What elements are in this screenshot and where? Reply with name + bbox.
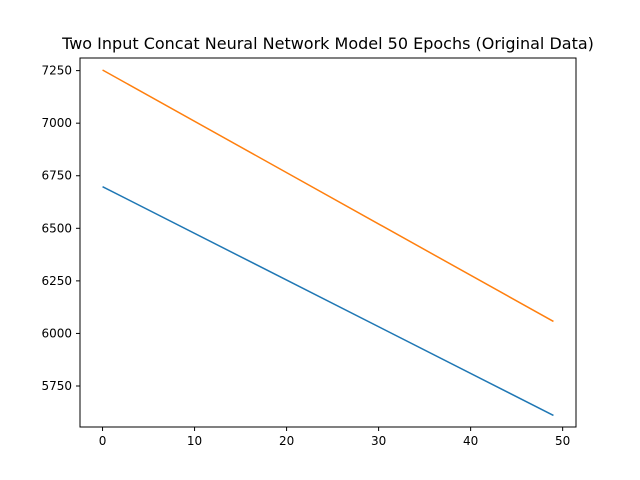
- chart-title: Two Input Concat Neural Network Model 50…: [61, 34, 594, 53]
- x-tick-label: 10: [187, 434, 202, 448]
- x-tick-label: 30: [371, 434, 386, 448]
- series-line-1: [102, 186, 554, 417]
- y-tick-label: 7000: [41, 116, 72, 130]
- x-tick-label: 0: [99, 434, 107, 448]
- y-tick-label: 6500: [41, 221, 72, 235]
- y-tick-label: 6000: [41, 326, 72, 340]
- x-tick-label: 40: [463, 434, 478, 448]
- y-tick-label: 7250: [41, 64, 72, 78]
- y-tick-label: 6750: [41, 169, 72, 183]
- series-layer: [102, 69, 554, 417]
- plot-frame: [79, 57, 577, 428]
- x-tick-label: 50: [555, 434, 570, 448]
- y-axis: 5750 6000 6250 6500 6750 7000 7250: [41, 64, 80, 393]
- y-tick-label: 5750: [41, 379, 72, 393]
- x-axis: 0 10 20 30 40 50: [99, 427, 570, 448]
- y-tick-label: 6250: [41, 274, 72, 288]
- x-tick-label: 20: [279, 434, 294, 448]
- series-line-2: [102, 69, 554, 323]
